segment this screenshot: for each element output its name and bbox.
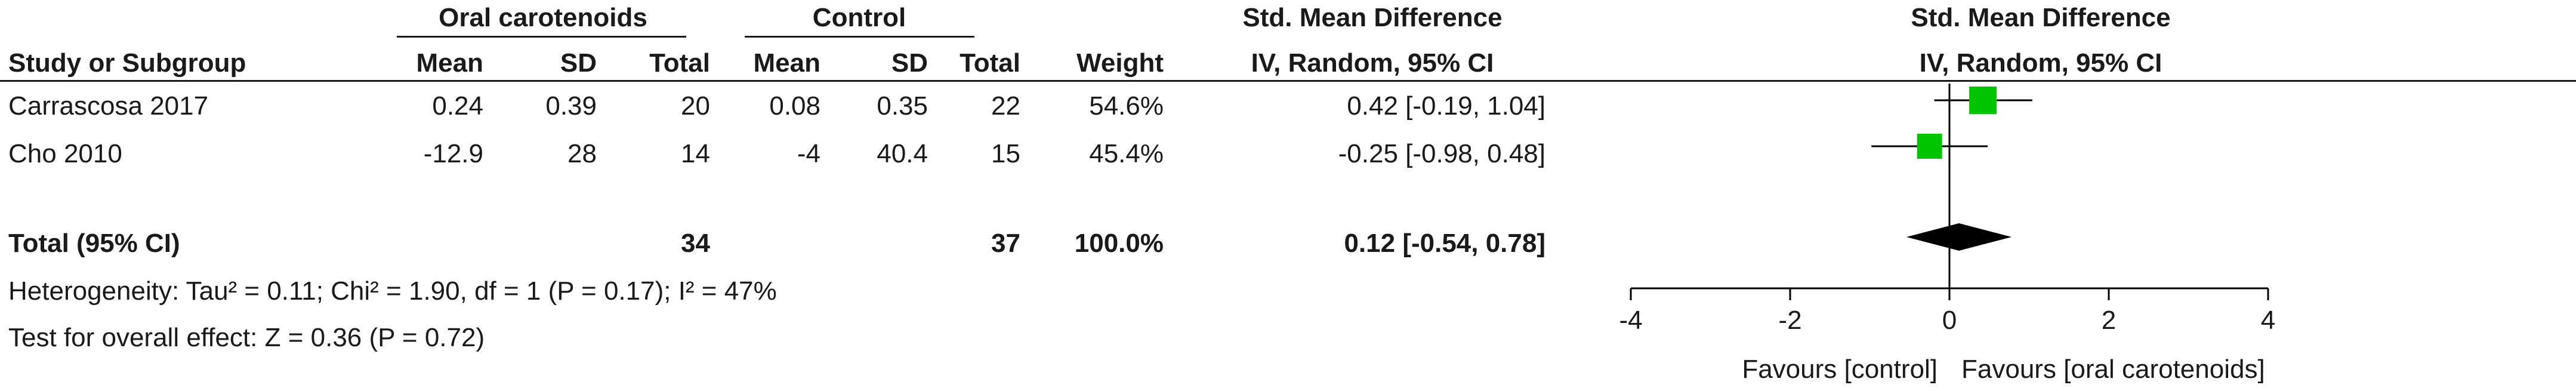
effect-measure-header: Std. Mean Difference xyxy=(1242,3,1503,32)
plot-method-header: IV, Random, 95% CI xyxy=(1919,48,2162,78)
x-tick-label: 2 xyxy=(2102,306,2116,335)
group1-header: Oral carotenoids xyxy=(439,3,647,32)
mean1-value: -12.9 xyxy=(423,139,483,168)
x-tick-label: 4 xyxy=(2261,306,2275,335)
total2-value: 22 xyxy=(991,91,1020,121)
total2-col-header: Total xyxy=(960,48,1020,78)
sd2-col-header: SD xyxy=(891,48,928,78)
sd1-col-header: SD xyxy=(560,48,597,78)
weight-col-header: Weight xyxy=(1076,48,1164,78)
mean2-value: -4 xyxy=(797,139,820,168)
sd1-value: 28 xyxy=(567,139,597,168)
total-ci: 0.12 [-0.54, 0.78] xyxy=(1344,229,1545,258)
total1-sum: 34 xyxy=(681,229,710,258)
group2-underline xyxy=(745,36,974,38)
x-axis-ticks: -4 -2 0 2 4 xyxy=(1619,288,2275,335)
total1-col-header: Total xyxy=(649,48,710,78)
heterogeneity-stats: Heterogeneity: Tau² = 0.11; Chi² = 1.90,… xyxy=(8,276,777,306)
study-col-header: Study or Subgroup xyxy=(8,48,246,78)
ci-value: -0.25 [-0.98, 0.48] xyxy=(1338,139,1545,168)
total-label: Total (95% CI) xyxy=(8,229,180,258)
weight-value: 45.4% xyxy=(1089,139,1164,168)
sd1-value: 0.39 xyxy=(545,91,597,121)
x-tick-label: -2 xyxy=(1778,306,1801,335)
total2-sum: 37 xyxy=(991,229,1020,258)
study-point-marker xyxy=(1969,87,1997,114)
mean1-col-header: Mean xyxy=(416,48,483,78)
overall-effect-stats: Test for overall effect: Z = 0.36 (P = 0… xyxy=(8,323,485,352)
total2-value: 15 xyxy=(991,139,1020,168)
favours-right-label: Favours [oral carotenoids] xyxy=(1961,355,2265,384)
summary-diamond xyxy=(1906,223,2012,251)
total1-value: 20 xyxy=(681,91,710,121)
group2-header: Control xyxy=(812,3,906,32)
x-tick-label: 0 xyxy=(1942,306,1957,335)
group1-underline xyxy=(397,36,686,38)
ci-value: 0.42 [-0.19, 1.04] xyxy=(1347,91,1545,121)
mean1-value: 0.24 xyxy=(432,91,483,121)
plot-title: Std. Mean Difference xyxy=(1911,3,2171,32)
total-weight: 100.0% xyxy=(1074,229,1164,258)
mean2-value: 0.08 xyxy=(769,91,820,121)
x-tick-label: -4 xyxy=(1619,306,1642,335)
study-name: Cho 2010 xyxy=(8,139,122,168)
mean2-col-header: Mean xyxy=(753,48,820,78)
favours-left-label: Favours [control] xyxy=(1742,355,1938,384)
sd2-value: 40.4 xyxy=(877,139,928,168)
header-rule xyxy=(0,80,2576,82)
total1-value: 14 xyxy=(681,139,710,168)
study-markers xyxy=(1871,87,2032,159)
weight-value: 54.6% xyxy=(1089,91,1164,121)
sd2-value: 0.35 xyxy=(877,91,928,121)
method-col-header: IV, Random, 95% CI xyxy=(1251,48,1494,78)
study-point-marker xyxy=(1917,134,1942,159)
study-name: Carrascosa 2017 xyxy=(8,91,209,121)
